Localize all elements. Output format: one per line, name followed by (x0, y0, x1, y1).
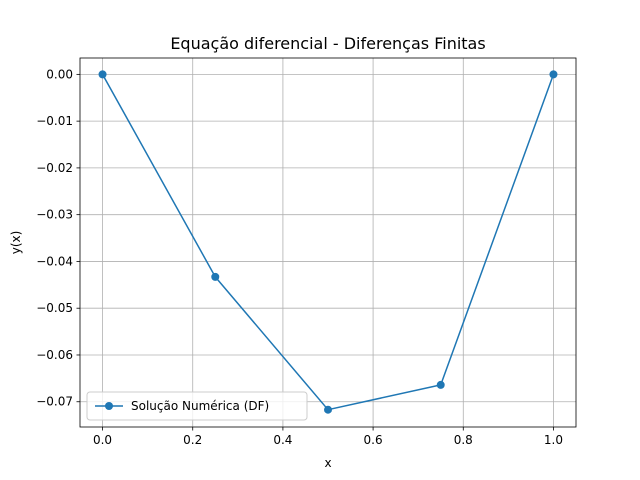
series-layer (98, 70, 558, 414)
data-point (98, 70, 107, 79)
x-tick-label: 0.0 (93, 433, 112, 447)
legend: Solução Numérica (DF) (86, 391, 308, 421)
x-tick-label: 0.6 (364, 433, 383, 447)
chart-title: Equação diferencial - Diferenças Finitas (170, 34, 485, 53)
x-tick-label: 0.4 (273, 433, 292, 447)
tick-layer: 0.0 0.2 0.4 0.6 0.8 1.0 0.00 −0.01 −0.02 −0.03 −0.… (36, 67, 563, 447)
y-tick-label: −0.04 (36, 254, 73, 268)
y-tick-label: −0.07 (36, 395, 73, 409)
y-axis-label: y(x) (9, 231, 23, 255)
x-tick-label: 1.0 (544, 433, 563, 447)
legend-marker-swatch (105, 402, 113, 410)
data-point (324, 405, 332, 414)
data-point (436, 380, 445, 389)
plot-frame (79, 57, 577, 428)
x-tick-label: 0.2 (183, 433, 202, 447)
y-tick-label: −0.06 (36, 348, 73, 362)
x-tick-label: 0.8 (454, 433, 473, 447)
data-point (211, 272, 220, 281)
x-axis-label: x (324, 456, 331, 470)
data-point (549, 70, 558, 79)
grid (80, 58, 576, 427)
y-tick-label: −0.02 (36, 161, 73, 175)
y-tick-label: −0.01 (36, 114, 73, 128)
legend-label: Solução Numérica (DF) (131, 399, 269, 413)
y-tick-label: 0.00 (46, 67, 73, 81)
legend-box (86, 391, 308, 421)
y-tick-label: −0.03 (36, 208, 73, 222)
y-tick-label: −0.05 (36, 301, 73, 315)
